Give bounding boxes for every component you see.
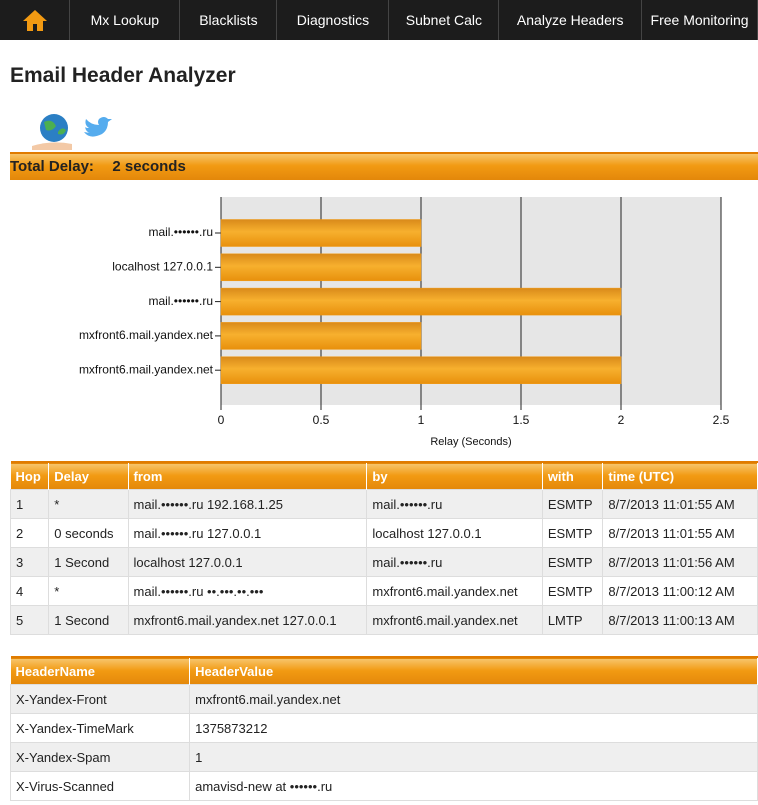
column-header: Hop: [10, 462, 50, 490]
table-cell: 1: [189, 742, 758, 772]
table-cell: mxfront6.mail.yandex.net: [189, 684, 758, 714]
table-cell: 4: [9, 576, 50, 606]
page-title: Email Header Analyzer: [10, 64, 236, 87]
total-delay-value: 2 seconds: [112, 158, 186, 175]
column-header: from: [128, 462, 368, 490]
column-header: HeaderValue: [189, 657, 758, 685]
table-cell: *: [48, 489, 129, 519]
table-row: X-Yandex-Spam 1: [9, 742, 758, 772]
table-cell: 5: [9, 605, 50, 635]
x-tick-label: 1.5: [513, 413, 530, 427]
table-cell: mxfront6.mail.yandex.net 127.0.0.1: [127, 605, 368, 635]
column-header: HeaderName: [10, 657, 191, 685]
table-cell: 8/7/2013 11:01:55 AM: [602, 489, 758, 519]
table-cell: localhost 127.0.0.1: [366, 518, 543, 548]
table-cell: mxfront6.mail.yandex.net: [366, 576, 543, 606]
table-cell: ESMTP: [541, 518, 604, 548]
y-tick-label: mail.••••••.ru: [148, 294, 213, 308]
table-cell: LMTP: [541, 605, 604, 635]
table-cell: 8/7/2013 11:00:12 AM: [602, 576, 758, 606]
nav-item[interactable]: Analyze Headers: [499, 0, 643, 40]
table-cell: *: [48, 576, 129, 606]
table-cell: mail.••••••.ru ••.•••.••.•••: [127, 576, 368, 606]
share-icons: [32, 114, 112, 150]
table-cell: 8/7/2013 11:01:56 AM: [602, 547, 758, 577]
column-header: with: [542, 462, 604, 490]
nav-item[interactable]: Free Monitoring: [642, 0, 758, 40]
column-header: by: [366, 462, 543, 490]
nav-bar: Mx Lookup Blacklists Diagnostics Subnet Cal…: [0, 0, 758, 40]
table-cell: ESMTP: [541, 576, 604, 606]
nav-item[interactable]: Diagnostics: [277, 0, 390, 40]
table-cell: 8/7/2013 11:01:55 AM: [602, 518, 758, 548]
table-cell: X-Virus-Scanned: [9, 771, 191, 801]
nav-item[interactable]: Mx Lookup: [70, 0, 181, 40]
table-cell: mxfront6.mail.yandex.net: [366, 605, 543, 635]
table-cell: ESMTP: [541, 489, 604, 519]
headers-table: HeaderName HeaderValue X-Yandex-Front mxfro…: [9, 656, 758, 801]
x-tick-label: 0.5: [313, 413, 330, 427]
y-tick-label: localhost 127.0.0.1: [112, 259, 213, 273]
y-tick-label: mail.••••••.ru: [148, 225, 213, 239]
table-cell: 1 Second: [48, 605, 129, 635]
hops-table: Hop Delay from by with time (UTC) 1 * mail.•••••…: [9, 461, 758, 635]
x-tick-label: 1: [418, 413, 425, 427]
table-cell: 3: [9, 547, 50, 577]
table-cell: X-Yandex-Spam: [9, 742, 191, 772]
table-cell: 2: [9, 518, 50, 548]
table-cell: localhost 127.0.0.1: [127, 547, 368, 577]
table-cell: amavisd-new at ••••••.ru: [189, 771, 758, 801]
table-cell: 8/7/2013 11:00:13 AM: [602, 605, 758, 635]
x-tick-label: 2: [618, 413, 625, 427]
column-header: time (UTC): [602, 462, 758, 490]
home-icon: [22, 10, 47, 31]
table-cell: mail.••••••.ru: [366, 547, 543, 577]
column-header: Delay: [48, 462, 129, 490]
total-delay-label: Total Delay:: [10, 158, 94, 175]
table-cell: mail.••••••.ru 127.0.0.1: [127, 518, 368, 548]
table-row: X-Yandex-Front mxfront6.mail.yandex.net: [9, 684, 758, 714]
total-delay-bar: Total Delay: 2 seconds: [10, 152, 758, 180]
table-cell: 0 seconds: [48, 518, 129, 548]
table-cell: ESMTP: [541, 547, 604, 577]
nav-item[interactable]: Subnet Calc: [389, 0, 500, 40]
table-cell: 1 Second: [48, 547, 129, 577]
bar: [220, 356, 622, 384]
y-tick-label: mxfront6.mail.yandex.net: [79, 328, 214, 342]
bar: [220, 253, 422, 282]
x-tick-label: 2.5: [713, 413, 730, 427]
table-cell: mail.••••••.ru: [366, 489, 543, 519]
table-row: 4 * mail.••••••.ru ••.•••.••.••• mxfront6.m…: [9, 576, 758, 606]
table-cell: 1: [9, 489, 50, 519]
bar: [220, 322, 422, 350]
bar: [220, 219, 422, 247]
table-cell: 1375873212: [189, 713, 758, 743]
y-tick-label: mxfront6.mail.yandex.net: [79, 362, 214, 376]
bar: [220, 287, 622, 316]
header-row: Hop Delay from by with time (UTC): [10, 462, 758, 490]
table-cell: mail.••••••.ru 192.168.1.25: [127, 489, 368, 519]
table-row: 1 * mail.••••••.ru 192.168.1.25 mail.••••••…: [9, 489, 758, 519]
nav-item[interactable]: Blacklists: [180, 0, 278, 40]
home-button[interactable]: [0, 0, 71, 40]
table-row: X-Virus-Scanned amavisd-new at ••••••.ru: [9, 771, 758, 801]
chart: 0 0.5 1 1.5 2 2.5 Relay (Seconds) mail.••••••.r…: [79, 197, 730, 448]
header-row: HeaderName HeaderValue: [10, 657, 758, 685]
x-axis-label: Relay (Seconds): [430, 436, 511, 448]
table-row: X-Yandex-TimeMark 1375873212: [9, 713, 758, 743]
table-cell: X-Yandex-TimeMark: [9, 713, 191, 743]
x-tick-label: 0: [218, 413, 225, 427]
table-cell: X-Yandex-Front: [9, 684, 191, 714]
